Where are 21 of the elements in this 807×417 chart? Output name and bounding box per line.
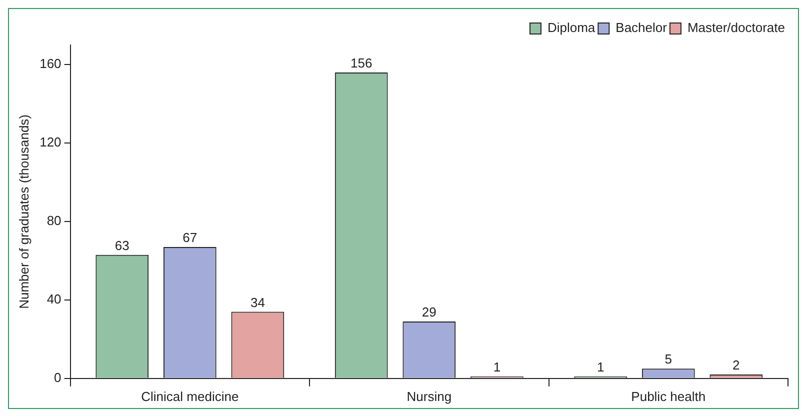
x-tick-label: Nursing [406, 388, 452, 404]
x-tick-label: Clinical medicine [141, 388, 239, 404]
data-label: 63 [114, 238, 130, 253]
data-label: 1 [596, 360, 604, 375]
data-label: 2 [732, 358, 740, 373]
x-tick-label: Public health [631, 388, 706, 404]
legend-label: Master/doctorate [687, 20, 785, 36]
data-label: 5 [664, 352, 672, 367]
y-tick-label: 160 [40, 56, 62, 72]
y-tick-label: 40 [46, 292, 62, 307]
data-label: 34 [250, 294, 265, 310]
y-tick-label: 80 [46, 213, 62, 228]
data-label: 156 [350, 56, 372, 71]
data-label: 1 [493, 360, 501, 375]
y-axis-title: Number of graduates (thousands) [16, 114, 32, 309]
y-tick-label: 0 [54, 370, 62, 385]
legend-label: Bachelor [616, 20, 668, 36]
y-tick-label: 120 [40, 134, 62, 150]
data-label: 67 [182, 230, 198, 246]
data-label: 29 [422, 304, 436, 320]
legend-label: Diploma [547, 20, 596, 36]
